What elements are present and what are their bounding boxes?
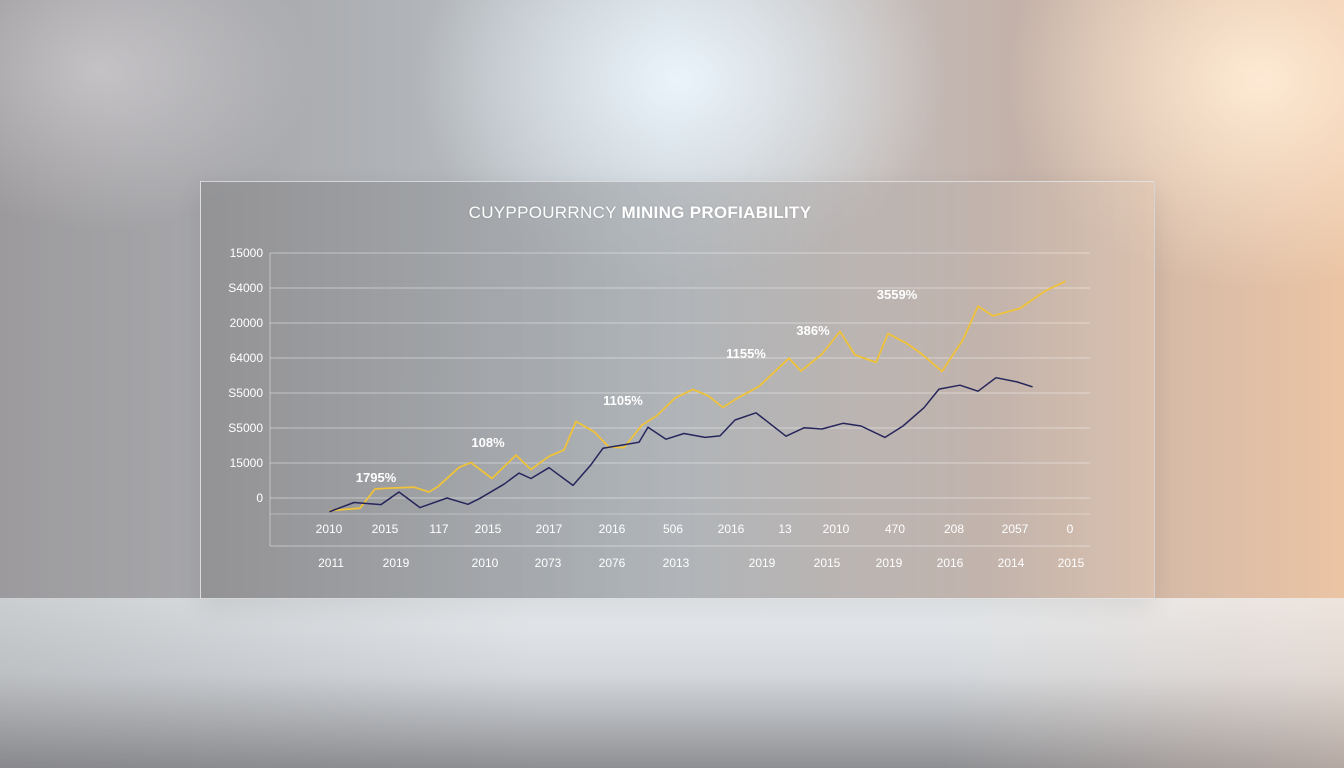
chart-title-part-2: MINING PROFIABILITY [621,203,812,222]
x-tick-label: 208 [944,522,964,536]
x-tick-label: 506 [663,522,683,536]
series-line-navy [329,376,1033,513]
x-tick-label-secondary: 2015 [814,556,841,570]
x-tick-label-secondary: 2014 [998,556,1025,570]
data-label: 1155% [726,346,766,361]
x-tick-label: 2017 [536,522,563,536]
x-tick-label-secondary: 2019 [383,556,410,570]
y-axis-ticks: 15000 S4000 20000 64000 S5000 S5000 15000 0 [228,246,263,505]
x-tick-label-secondary: 2016 [937,556,964,570]
x-tick-label-secondary: 2010 [472,556,499,570]
y-tick-label: 20000 [230,316,264,330]
chart-title: CUYPPOURRNCY MINING PROFIABILITY [0,203,1280,223]
x-tick-label-secondary: 2011 [318,556,344,570]
x-tick-label: 470 [885,522,905,536]
x-tick-label: 2057 [1002,522,1029,536]
data-label: 386% [796,323,830,338]
data-label: 3559% [877,287,918,302]
series-lines [329,280,1066,513]
data-labels: 1795% 108% 1105% 1155% 386% 3559% [356,287,918,485]
x-tick-label: 2016 [718,522,745,536]
x-tick-label: 0 [1067,522,1074,536]
y-tick-label: 0 [256,491,263,505]
y-tick-label: S5000 [228,421,263,435]
x-tick-label-secondary: 2019 [876,556,903,570]
x-axis-ticks: 2010 2015 117 2015 2017 2016 506 2016 13 2010 470 2… [316,522,1085,570]
grid-lines [269,252,1090,547]
y-tick-label: S5000 [228,386,263,400]
series-line-gold [329,280,1066,512]
chart-title-part-1: CUYPPOURRNCY [468,203,617,222]
floor-backdrop [0,598,1344,768]
y-tick-label: 64000 [230,351,264,365]
x-tick-label-secondary: 2019 [749,556,776,570]
data-label: 1795% [356,470,397,485]
x-tick-label: 13 [778,522,792,536]
y-tick-label: 15000 [230,456,264,470]
y-tick-label: 15000 [230,246,264,260]
x-tick-label: 2010 [316,522,343,536]
data-label: 108% [471,435,505,450]
x-tick-label: 2015 [475,522,502,536]
x-tick-label-secondary: 2013 [663,556,690,570]
x-tick-label-secondary: 2076 [599,556,626,570]
x-tick-label: 117 [429,522,448,536]
x-tick-label: 2015 [372,522,399,536]
data-label: 1105% [603,393,643,408]
y-tick-label: S4000 [228,281,263,295]
chart-panel [200,181,1155,599]
x-tick-label-secondary: 2073 [535,556,562,570]
x-tick-label: 2010 [823,522,850,536]
x-tick-label: 2016 [599,522,626,536]
x-tick-label-secondary: 2015 [1058,556,1085,570]
